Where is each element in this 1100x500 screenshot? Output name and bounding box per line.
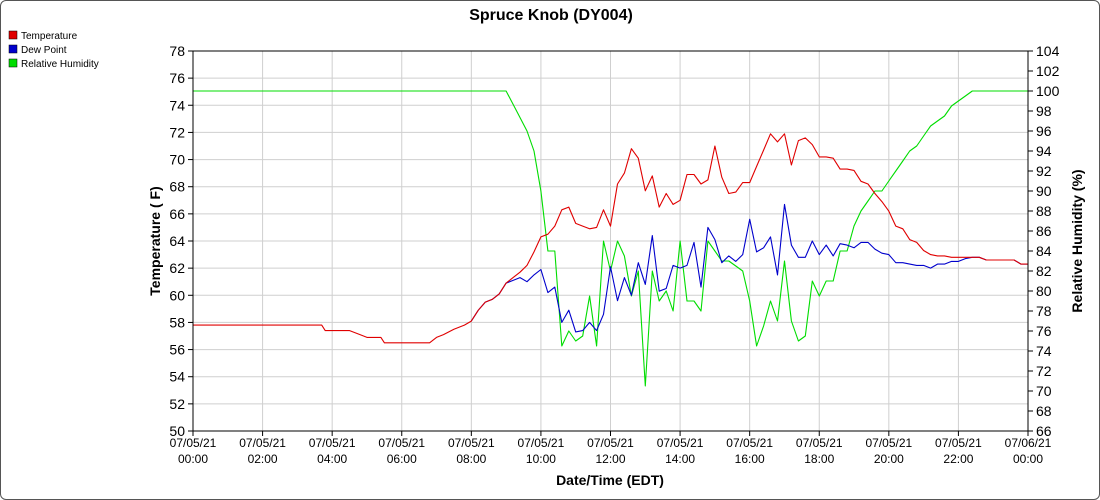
- x-tick-time-label: 10:00: [526, 452, 556, 466]
- x-tick-date-label: 07/05/21: [657, 436, 704, 450]
- y2-tick-label: 74: [1036, 343, 1052, 359]
- y-tick-label: 58: [169, 314, 185, 330]
- legend-swatch-temperature: [8, 30, 18, 40]
- x-tick-date-label: 07/05/21: [448, 436, 495, 450]
- y2-tick-label: 88: [1036, 203, 1052, 219]
- legend-swatch-dew-point: [8, 44, 18, 54]
- x-tick-date-label: 07/06/21: [1005, 436, 1052, 450]
- y-tick-label: 60: [169, 287, 185, 303]
- y2-tick-label: 66: [1036, 423, 1052, 439]
- x-tick-time-label: 20:00: [874, 452, 904, 466]
- y-tick-label: 50: [169, 423, 185, 439]
- x-tick-date-label: 07/05/21: [170, 436, 217, 450]
- y2-tick-label: 92: [1036, 163, 1052, 179]
- y2-tick-label: 68: [1036, 403, 1052, 419]
- y2-tick-label: 86: [1036, 223, 1052, 239]
- x-tick-time-label: 00:00: [178, 452, 208, 466]
- y2-tick-label: 70: [1036, 383, 1052, 399]
- legend-label-dew-point: Dew Point: [21, 45, 67, 56]
- series-line-temperature: [193, 133, 1028, 344]
- x-tick-time-label: 14:00: [665, 452, 695, 466]
- x-tick-date-label: 07/05/21: [796, 436, 843, 450]
- y2-tick-label: 94: [1036, 143, 1052, 159]
- y2-tick-label: 96: [1036, 123, 1052, 139]
- grid-lines: [192, 50, 1029, 432]
- x-axis-title: Date/Time (EDT): [556, 472, 664, 488]
- y2-tick-label: 76: [1036, 323, 1052, 339]
- y-tick-label: 78: [169, 43, 185, 59]
- x-tick-time-label: 06:00: [387, 452, 417, 466]
- y-tick-label: 72: [169, 124, 185, 140]
- x-tick-date-label: 07/05/21: [518, 436, 565, 450]
- y-tick-label: 76: [169, 70, 185, 86]
- series-line-relative-humidity: [193, 90, 1028, 387]
- x-tick-time-label: 12:00: [595, 452, 625, 466]
- x-tick-time-label: 18:00: [804, 452, 834, 466]
- x-tick-time-label: 04:00: [317, 452, 347, 466]
- series-lines: [193, 90, 1028, 387]
- y-tick-label: 70: [169, 152, 185, 168]
- y2-tick-label: 72: [1036, 363, 1052, 379]
- chart-title: Spruce Knob (DY004): [469, 7, 633, 24]
- legend-label-relative-humidity: Relative Humidity: [21, 59, 99, 70]
- right-axis-ticks: 66 68 70 72 74 76 78 80 82 84 86 88 90 92 94 96 98 100 102…: [1028, 43, 1060, 439]
- y2-tick-label: 82: [1036, 263, 1052, 279]
- x-tick-time-label: 08:00: [456, 452, 486, 466]
- y-tick-label: 66: [169, 206, 185, 222]
- y-tick-label: 62: [169, 260, 185, 276]
- y2-tick-label: 80: [1036, 283, 1052, 299]
- y2-tick-label: 102: [1036, 63, 1060, 79]
- x-tick-date-label: 07/05/21: [726, 436, 773, 450]
- y-tick-label: 54: [169, 369, 185, 385]
- y2-tick-label: 84: [1036, 243, 1052, 259]
- y2-tick-label: 90: [1036, 183, 1052, 199]
- y2-tick-label: 98: [1036, 103, 1052, 119]
- x-tick-date-label: 07/05/21: [935, 436, 982, 450]
- x-tick-time-label: 00:00: [1013, 452, 1043, 466]
- x-tick-time-label: 02:00: [248, 452, 278, 466]
- y2-axis-title: Relative Humidity (%): [1069, 169, 1085, 312]
- left-axis-ticks: 50 52 54 56 58 60 62 64 66 68 70 72 74 76 78: [169, 43, 193, 439]
- legend-swatch-relative-humidity: [8, 58, 18, 68]
- x-tick-time-label: 22:00: [943, 452, 973, 466]
- y-tick-label: 68: [169, 179, 185, 195]
- x-axis-ticks: 07/05/21 00:00 07/05/21 02:00 07/05/21 04:00 0…: [170, 431, 1052, 466]
- y2-tick-label: 78: [1036, 303, 1052, 319]
- legend-label-temperature: Temperature: [21, 31, 78, 42]
- x-tick-date-label: 07/05/21: [587, 436, 634, 450]
- y2-tick-label: 104: [1036, 43, 1060, 59]
- y-tick-label: 64: [169, 233, 185, 249]
- series-line-dew-point: [470, 203, 1028, 333]
- y-axis-title: Temperature ( F): [147, 186, 163, 295]
- x-tick-date-label: 07/05/21: [378, 436, 425, 450]
- legend: Temperature Dew Point Relative Humidity: [8, 30, 99, 70]
- y-tick-label: 56: [169, 342, 185, 358]
- x-tick-time-label: 16:00: [735, 452, 765, 466]
- x-tick-date-label: 07/05/21: [865, 436, 912, 450]
- x-tick-date-label: 07/05/21: [239, 436, 286, 450]
- y-tick-label: 74: [169, 97, 185, 113]
- y-tick-label: 52: [169, 396, 185, 412]
- x-tick-date-label: 07/05/21: [309, 436, 356, 450]
- y2-tick-label: 100: [1036, 83, 1060, 99]
